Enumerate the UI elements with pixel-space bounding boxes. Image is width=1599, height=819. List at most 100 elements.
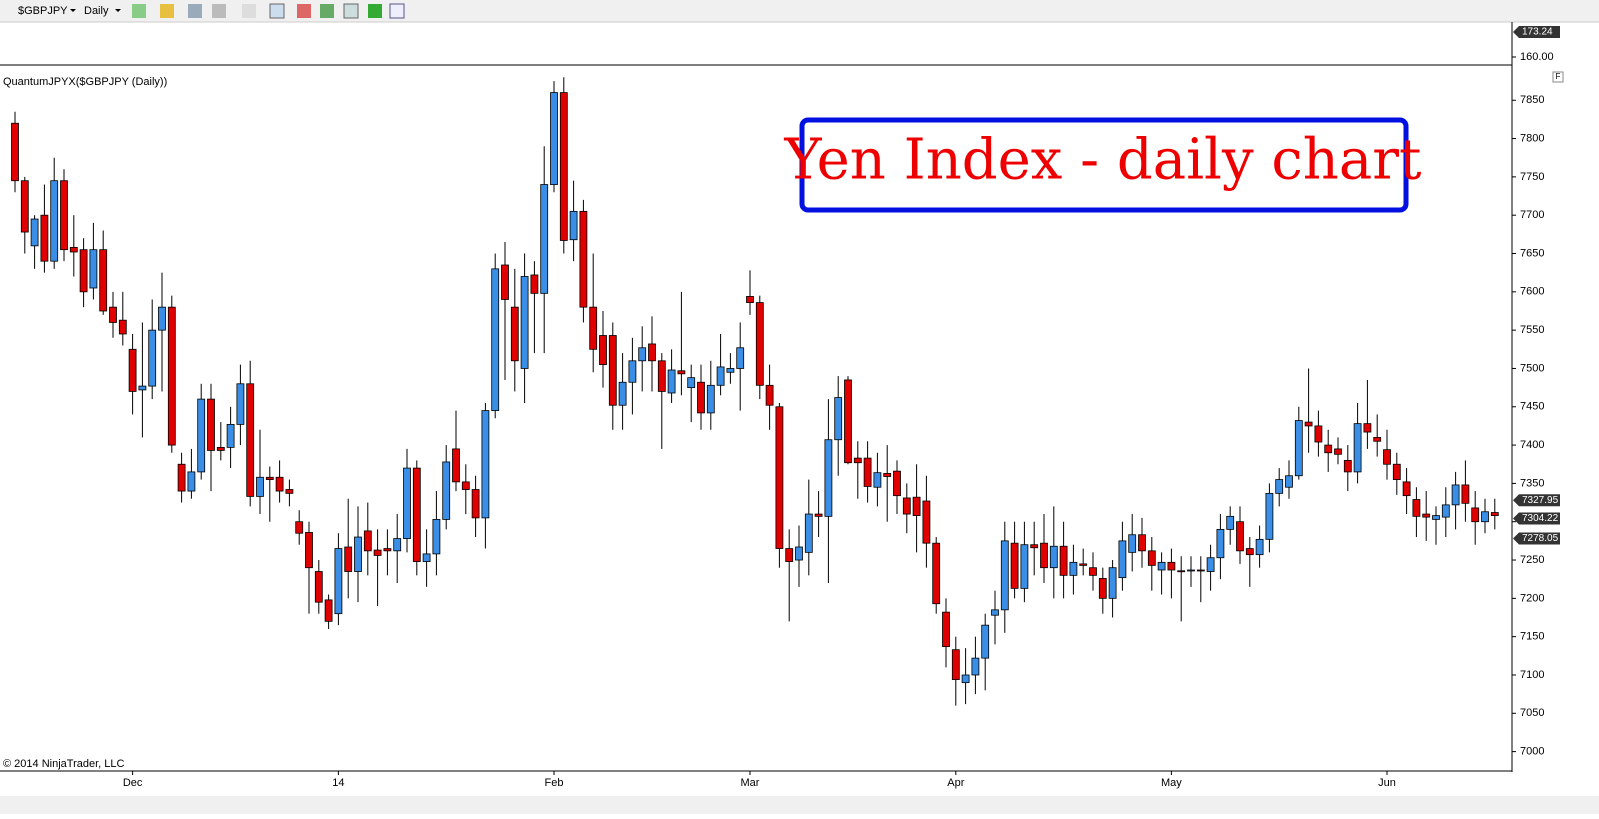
y-tick-label: 7250 xyxy=(1520,554,1544,566)
candle-body xyxy=(1334,448,1342,455)
candle-body xyxy=(1304,421,1313,427)
candle-body xyxy=(569,210,578,241)
candle-body xyxy=(559,92,568,241)
candle-body xyxy=(354,536,362,572)
candle-body xyxy=(60,180,68,251)
candle-body xyxy=(187,471,196,492)
candle-body xyxy=(1030,544,1039,549)
candle-body xyxy=(1147,550,1156,566)
candle-body xyxy=(11,122,19,182)
candle-body xyxy=(167,306,176,446)
y-tick-label: 7600 xyxy=(1520,286,1544,298)
candle-body xyxy=(1451,484,1460,506)
candle-body xyxy=(471,489,480,519)
candle-body xyxy=(1177,570,1186,573)
candle-body xyxy=(177,463,186,492)
candle-body xyxy=(412,467,421,562)
candle-body xyxy=(109,306,117,323)
candle-body xyxy=(834,397,843,441)
price-marker xyxy=(1513,512,1560,525)
candle-body xyxy=(755,302,764,386)
icon[interactable] xyxy=(368,4,382,18)
candle-body xyxy=(1226,515,1235,530)
candle-body xyxy=(128,348,137,392)
candle-body xyxy=(608,335,617,406)
candle-body xyxy=(746,296,754,303)
icon[interactable] xyxy=(389,3,405,19)
candle-body xyxy=(657,360,666,392)
candle-body xyxy=(520,276,529,369)
candle-body xyxy=(912,496,921,516)
toolbar-icons[interactable] xyxy=(132,3,405,19)
candle-body xyxy=(138,385,147,391)
icon[interactable] xyxy=(242,4,256,18)
price-marker xyxy=(1513,532,1560,545)
icon[interactable] xyxy=(188,4,202,18)
panel-button[interactable] xyxy=(1552,71,1564,83)
candle-body xyxy=(285,489,294,494)
x-tick-label: Mar xyxy=(741,777,760,789)
candle-body xyxy=(1402,481,1411,497)
candle-body xyxy=(638,347,647,362)
candle-body xyxy=(579,210,588,308)
candle-body xyxy=(236,383,245,425)
y-tick-label: 7000 xyxy=(1520,746,1544,758)
candle-body xyxy=(373,549,382,556)
candle-body xyxy=(942,611,950,648)
y-tick-label: 7050 xyxy=(1520,707,1544,719)
candle-body xyxy=(540,184,549,294)
candle-body xyxy=(334,548,343,615)
candle-body xyxy=(618,381,627,406)
candle-body xyxy=(158,306,166,331)
icon[interactable] xyxy=(212,4,226,18)
candle-body xyxy=(961,674,970,684)
candle-body xyxy=(1049,545,1058,569)
candle-body xyxy=(883,473,892,477)
candle-body xyxy=(981,624,990,659)
price-marker-label: 7304.22 xyxy=(1522,513,1559,524)
icon[interactable] xyxy=(297,4,311,18)
candle-body xyxy=(951,649,960,680)
y-tick-label: 7150 xyxy=(1520,631,1544,643)
candle-body xyxy=(697,381,705,414)
icon[interactable] xyxy=(320,4,334,18)
candle-body xyxy=(1353,423,1362,473)
annotation: Yen Index - daily chart xyxy=(784,128,1422,193)
icon[interactable] xyxy=(343,3,359,19)
candle-body xyxy=(265,476,274,480)
candle-body xyxy=(1059,545,1068,576)
price-marker-label: 7278.05 xyxy=(1522,533,1559,544)
candle-body xyxy=(726,368,735,373)
candle-body xyxy=(226,423,235,448)
candle-body xyxy=(491,268,500,412)
candle-body xyxy=(442,461,451,520)
candle-body xyxy=(922,500,931,544)
candle-body xyxy=(530,274,539,294)
candle-body xyxy=(403,467,411,539)
icon[interactable] xyxy=(132,4,146,18)
candle-body xyxy=(667,369,676,394)
x-tick-label: Apr xyxy=(947,777,964,789)
candle-body xyxy=(1138,534,1146,552)
candle-body xyxy=(510,306,519,362)
candle-body xyxy=(1098,578,1107,599)
candle-body xyxy=(256,476,264,497)
candle-body xyxy=(628,360,637,383)
candle-body xyxy=(736,347,745,369)
y-tick-label: 7500 xyxy=(1520,362,1544,374)
candle-body xyxy=(246,383,255,497)
icon[interactable] xyxy=(269,3,285,19)
candle-body xyxy=(393,538,402,552)
icon[interactable] xyxy=(160,4,174,18)
candle-body xyxy=(1383,449,1391,465)
candle-body xyxy=(785,548,794,562)
candle-body xyxy=(824,439,833,517)
candle-body xyxy=(89,249,98,289)
y-tick-label: 7200 xyxy=(1520,592,1544,604)
candle-body xyxy=(932,542,941,605)
candle-body xyxy=(452,448,460,483)
symbol-selector[interactable]: $GBPJPY xyxy=(18,5,68,17)
interval-selector[interactable]: Daily xyxy=(84,5,109,17)
candle-body xyxy=(79,249,88,293)
